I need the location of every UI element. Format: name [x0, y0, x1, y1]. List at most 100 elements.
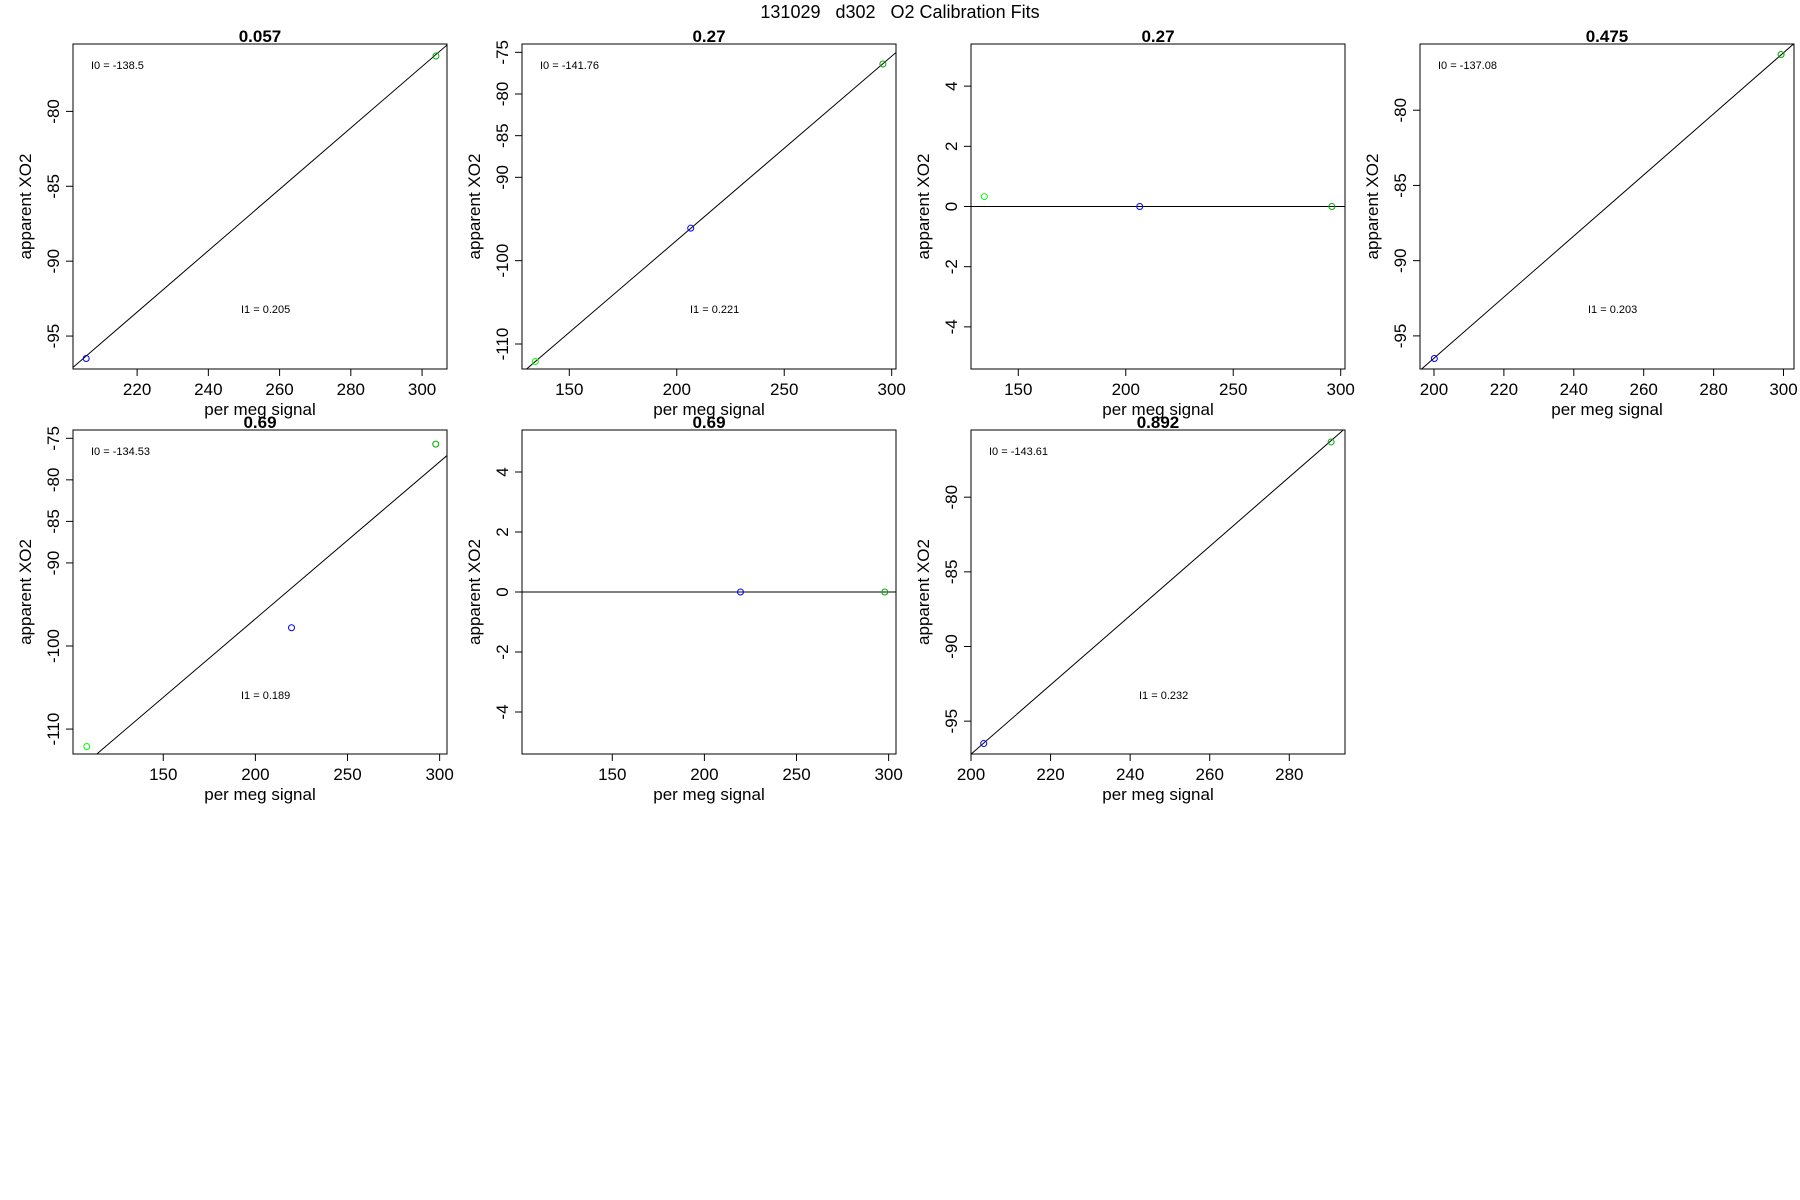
plot-frame — [521, 43, 897, 370]
y-tick-label: -75 — [44, 426, 63, 451]
x-axis-label: per meg signal — [204, 400, 316, 419]
y-tick-label: -85 — [942, 560, 961, 585]
plot-panel-2: 150 200 250 300 -110 -100 -90 -85 -80 -75 0.27 per … — [465, 27, 906, 419]
plot-panel-6: 150 200 250 300 -4 -2 0 2 4 0.69 per meg signal app… — [465, 413, 903, 804]
x-tick-label: 200 — [1112, 380, 1140, 399]
x-tick-label: 300 — [874, 765, 902, 784]
x-tick-label: 220 — [1036, 765, 1064, 784]
i1-annotation: I1 = 0.203 — [1588, 304, 1637, 316]
y-tick-label: -95 — [1391, 324, 1410, 349]
data-point — [687, 224, 695, 232]
x-tick-label: 280 — [1275, 765, 1303, 784]
plot-title: 0.27 — [1141, 27, 1174, 46]
x-tick-label: 260 — [1630, 380, 1658, 399]
x-tick-label: 240 — [1116, 765, 1144, 784]
i1-annotation: I1 = 0.189 — [241, 690, 290, 702]
y-tick-label: -75 — [493, 40, 512, 65]
plot-frame — [72, 43, 448, 370]
y-tick-label: -100 — [493, 244, 512, 278]
x-tick-label: 220 — [1490, 380, 1518, 399]
y-axis-label: apparent XO2 — [914, 154, 933, 260]
y-tick-label: -90 — [493, 165, 512, 190]
fit-line — [971, 430, 1345, 754]
fit-line — [96, 454, 447, 754]
y-tick-label: -90 — [44, 249, 63, 274]
plot-panel-7: 200 220 240 260 280 -95 -90 -85 -80 0.892 per meg … — [914, 413, 1346, 804]
plot-panel-1: 220 240 260 280 300 -95 -90 -85 -80 0.057 per meg … — [16, 27, 448, 419]
y-tick-label: -80 — [44, 99, 63, 124]
y-axis-label: apparent XO2 — [16, 154, 35, 260]
fit-line — [73, 44, 447, 369]
plot-frame — [970, 429, 1346, 755]
x-tick-label: 300 — [878, 380, 906, 399]
y-tick-label: -90 — [942, 634, 961, 659]
x-tick-label: 200 — [241, 765, 269, 784]
y-tick-label: -110 — [44, 713, 63, 746]
y-tick-label: 2 — [942, 142, 961, 151]
data-point — [881, 588, 889, 596]
x-axis-label: per meg signal — [653, 400, 765, 419]
x-tick-label: 250 — [782, 765, 810, 784]
plot-title: 0.27 — [692, 27, 725, 46]
x-tick-label: 150 — [555, 380, 583, 399]
y-tick-label: -2 — [942, 259, 961, 274]
y-tick-label: -90 — [44, 551, 63, 576]
i0-annotation: I0 = -134.53 — [91, 446, 150, 458]
data-point — [879, 60, 887, 68]
data-point — [1328, 203, 1336, 210]
x-axis-label: per meg signal — [1551, 400, 1663, 419]
y-tick-label: 4 — [942, 81, 961, 90]
x-tick-label: 200 — [663, 380, 691, 399]
y-axis-label: apparent XO2 — [465, 154, 484, 260]
x-axis-label: per meg signal — [653, 785, 765, 804]
page-title: 131029 d302 O2 Calibration Fits — [760, 2, 1040, 22]
y-axis-label: apparent XO2 — [914, 539, 933, 645]
i0-annotation: I0 = -137.08 — [1438, 60, 1497, 72]
y-axis-label: apparent XO2 — [16, 539, 35, 645]
x-tick-label: 150 — [1004, 380, 1032, 399]
y-tick-label: -80 — [493, 82, 512, 107]
x-tick-label: 200 — [1420, 380, 1448, 399]
y-tick-label: 2 — [493, 527, 512, 536]
data-point — [980, 740, 988, 748]
plot-title: 0.892 — [1137, 413, 1180, 432]
y-tick-label: -95 — [942, 709, 961, 734]
y-tick-label: 0 — [942, 202, 961, 211]
x-axis-label: per meg signal — [204, 785, 316, 804]
data-point — [82, 355, 90, 363]
data-point — [1136, 203, 1144, 210]
y-tick-label: -4 — [493, 704, 512, 719]
y-tick-label: -80 — [44, 468, 63, 493]
y-tick-label: -2 — [493, 644, 512, 659]
x-axis-label: per meg signal — [1102, 785, 1214, 804]
x-tick-label: 200 — [957, 765, 985, 784]
y-axis-label: apparent XO2 — [1363, 154, 1382, 260]
plot-title: 0.69 — [243, 413, 276, 432]
y-tick-label: -85 — [493, 123, 512, 148]
x-tick-label: 300 — [425, 765, 453, 784]
y-tick-label: -95 — [44, 324, 63, 349]
x-axis-label: per meg signal — [1102, 400, 1214, 419]
y-tick-label: -110 — [493, 328, 512, 361]
y-tick-label: 0 — [493, 587, 512, 596]
plot-panel-3: 150 200 250 300 -4 -2 0 2 4 0.27 per meg signal app… — [914, 27, 1355, 419]
i0-annotation: I0 = -141.76 — [540, 60, 599, 72]
fit-line — [1420, 44, 1794, 369]
x-tick-label: 150 — [598, 765, 626, 784]
data-point — [980, 193, 988, 201]
x-tick-label: 250 — [333, 765, 361, 784]
x-tick-label: 250 — [770, 380, 798, 399]
data-point — [432, 52, 440, 60]
i1-annotation: I1 = 0.232 — [1139, 690, 1188, 702]
plot-panel-4: 200 220 240 260 280 300 -95 -90 -85 -80 0.475 per m… — [1363, 27, 1798, 419]
x-tick-label: 260 — [265, 380, 293, 399]
y-tick-label: -80 — [1391, 98, 1410, 123]
data-point — [1327, 438, 1335, 446]
plot-frame — [72, 429, 448, 755]
fit-line — [525, 51, 896, 369]
x-tick-label: 240 — [194, 380, 222, 399]
data-point — [1430, 354, 1438, 362]
i1-annotation: I1 = 0.221 — [690, 304, 739, 316]
x-tick-label: 200 — [690, 765, 718, 784]
